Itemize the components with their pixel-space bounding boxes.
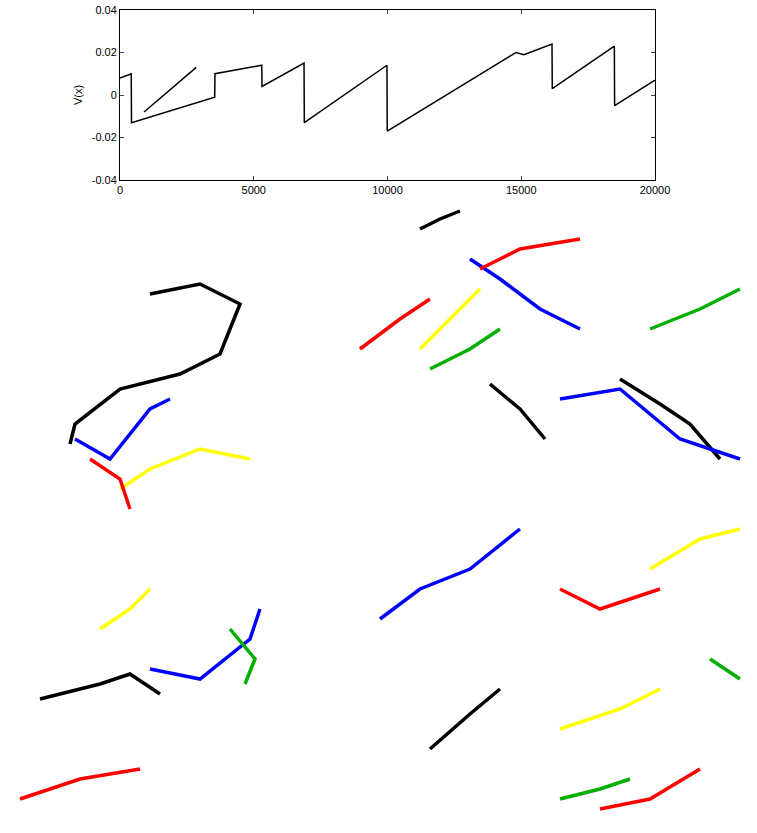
svg-text:-0.04: -0.04 (92, 174, 117, 186)
svg-text:0: 0 (111, 89, 117, 101)
svg-text:10000: 10000 (372, 184, 403, 196)
svg-text:0.02: 0.02 (95, 46, 116, 58)
svg-text:0: 0 (117, 184, 123, 196)
svg-text:-0.02: -0.02 (92, 131, 117, 143)
svg-text:0.04: 0.04 (95, 4, 116, 16)
svg-text:V(x): V(x) (72, 85, 84, 105)
svg-text:15000: 15000 (506, 184, 537, 196)
svg-text:5000: 5000 (242, 184, 266, 196)
svg-text:20000: 20000 (640, 184, 671, 196)
